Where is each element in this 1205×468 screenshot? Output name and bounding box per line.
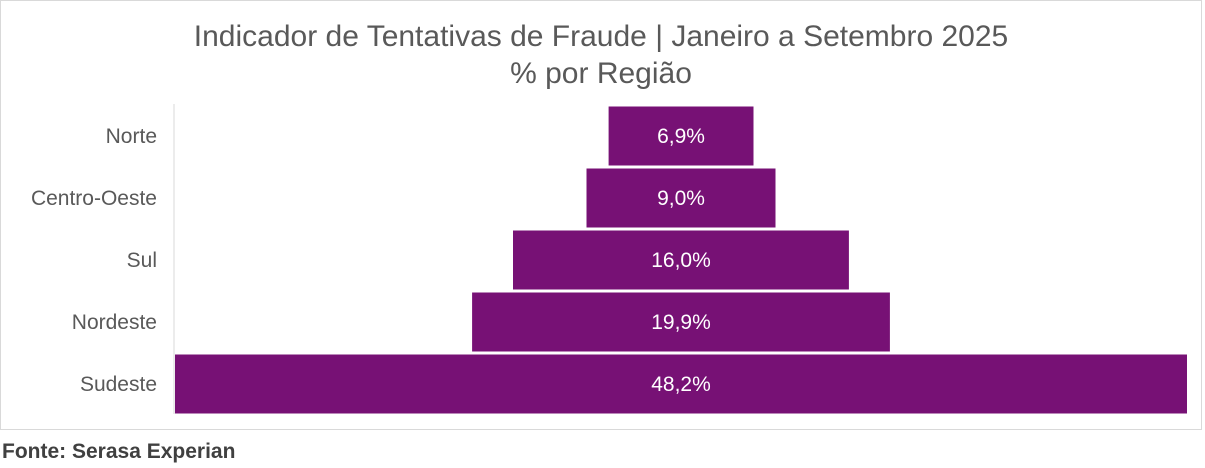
data-label: 48,2% [651,373,711,396]
data-label: 19,9% [651,311,711,334]
chart-subtitle: % por Região [510,57,692,90]
data-label: 9,0% [657,187,705,210]
bar-sul [513,230,849,290]
category-label: Norte [106,125,157,148]
category-label: Sudeste [80,373,157,396]
bar-norte [608,106,754,166]
bar-centro-oeste [586,168,776,228]
chart-title-block: Indicador de Tentativas de Fraude | Jane… [0,18,1202,92]
chart-title: Indicador de Tentativas de Fraude | Jane… [193,20,1009,53]
category-label: Nordeste [72,311,157,334]
funnel-chart: 6,9% Norte 9,0% Centro-Oeste 16,0% Sul 19,9% No… [31,104,1187,414]
bar-nordeste [472,292,890,352]
data-label: 16,0% [651,249,711,272]
category-label: Sul [127,249,157,272]
source-note: Fonte: Serasa Experian [2,440,236,463]
bars-layer: 6,9% Norte 9,0% Centro-Oeste 16,0% Sul 19,9% No… [31,106,1187,414]
bar-sudeste [175,354,1187,414]
category-label: Centro-Oeste [31,187,157,210]
data-label: 6,9% [657,125,705,148]
